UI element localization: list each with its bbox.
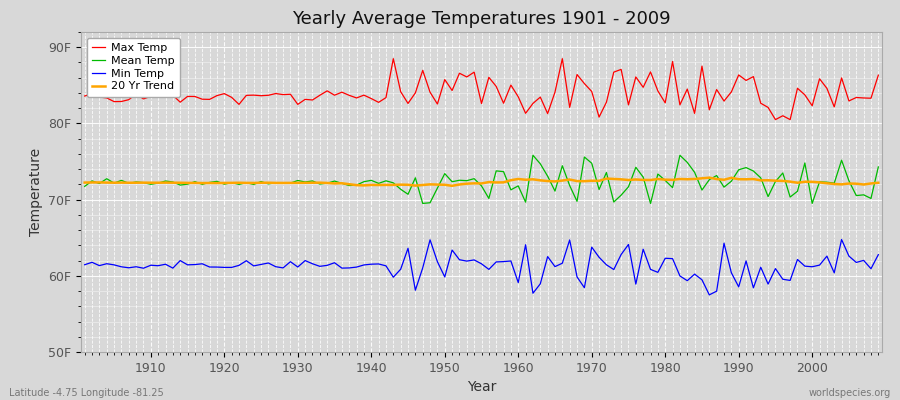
Max Temp xyxy=(79,94,90,98)
Line: Mean Temp: Mean Temp xyxy=(85,155,878,204)
Mean Temp xyxy=(79,184,90,189)
Max Temp xyxy=(770,117,781,122)
Mean Temp xyxy=(138,180,148,185)
Min Temp xyxy=(601,262,612,267)
Max Temp xyxy=(300,97,310,102)
Max Temp xyxy=(138,96,148,101)
Min Temp xyxy=(506,258,517,263)
Min Temp xyxy=(138,266,148,271)
Line: Min Temp: Min Temp xyxy=(85,240,878,295)
Min Temp xyxy=(873,252,884,257)
Title: Yearly Average Temperatures 1901 - 2009: Yearly Average Temperatures 1901 - 2009 xyxy=(292,10,670,28)
Line: Max Temp: Max Temp xyxy=(85,59,878,120)
Mean Temp xyxy=(300,180,310,184)
20 Yr Trend xyxy=(873,180,884,185)
Min Temp xyxy=(704,292,715,297)
Text: Latitude -4.75 Longitude -81.25: Latitude -4.75 Longitude -81.25 xyxy=(9,388,164,398)
20 Yr Trend xyxy=(608,176,619,181)
Max Temp xyxy=(608,70,619,74)
Max Temp xyxy=(873,73,884,78)
20 Yr Trend xyxy=(344,182,355,186)
20 Yr Trend xyxy=(79,180,90,185)
Min Temp xyxy=(513,280,524,285)
20 Yr Trend xyxy=(520,177,531,182)
Line: 20 Yr Trend: 20 Yr Trend xyxy=(85,178,878,186)
Mean Temp xyxy=(873,164,884,169)
Mean Temp xyxy=(527,153,538,158)
Min Temp xyxy=(79,262,90,267)
Legend: Max Temp, Mean Temp, Min Temp, 20 Yr Trend: Max Temp, Mean Temp, Min Temp, 20 Yr Tre… xyxy=(86,38,180,97)
20 Yr Trend xyxy=(300,180,310,185)
X-axis label: Year: Year xyxy=(467,380,496,394)
Max Temp xyxy=(388,56,399,61)
Min Temp xyxy=(344,266,355,270)
Mean Temp xyxy=(344,183,355,188)
Min Temp xyxy=(836,237,847,242)
Mean Temp xyxy=(616,193,626,198)
20 Yr Trend xyxy=(138,180,148,185)
Y-axis label: Temperature: Temperature xyxy=(29,148,42,236)
Max Temp xyxy=(344,93,355,98)
20 Yr Trend xyxy=(704,175,715,180)
Text: worldspecies.org: worldspecies.org xyxy=(809,388,891,398)
Mean Temp xyxy=(520,200,531,204)
20 Yr Trend xyxy=(446,184,457,188)
Max Temp xyxy=(520,111,531,116)
Min Temp xyxy=(300,258,310,263)
Mean Temp xyxy=(513,184,524,188)
Mean Temp xyxy=(418,201,428,206)
20 Yr Trend xyxy=(513,176,524,181)
Max Temp xyxy=(513,94,524,99)
